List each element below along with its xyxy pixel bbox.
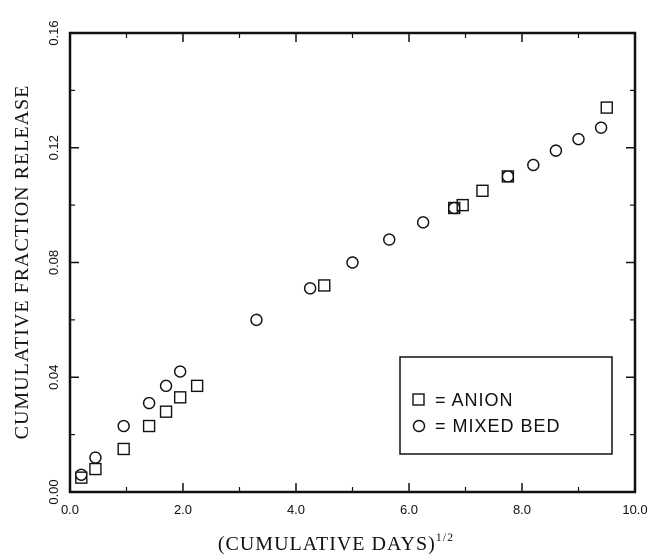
x-tick-label: 10.0 [622,502,647,517]
x-axis-tick-labels: 0.0 2.0 4.0 6.0 8.0 10.0 [61,502,648,517]
mixed-bed-point [549,144,563,157]
legend-label-anion: = ANION [435,390,514,410]
mixed-bed-point [572,132,585,146]
y-axis-ticks [70,32,635,493]
anion-point [190,379,204,393]
mixed-bed-point [594,121,608,134]
mixed-bed-point [250,313,263,327]
x-axis-title-superscript: 1/2 [436,530,454,544]
mixed-bed-point [159,379,173,393]
mixed-bed-point [303,282,317,295]
anion-point [117,442,130,456]
mixed-bed-point [89,451,102,464]
y-tick-label: 0.00 [46,479,61,504]
anion-point [75,471,88,484]
x-tick-label: 4.0 [287,502,305,517]
y-tick-label: 0.12 [46,135,61,160]
y-axis-title: CUMULATIVE FRACTION RELEASE [11,85,33,440]
anion-point [318,279,331,292]
legend-label-mixed-bed: = MIXED BED [435,416,561,436]
x-tick-label: 6.0 [400,502,418,517]
mixed-bed-point [173,365,187,378]
y-tick-label: 0.04 [46,365,61,390]
y-tick-label: 0.16 [46,20,61,45]
mixed-bed-point [416,216,430,229]
legend-circle-marker [412,419,426,433]
x-axis-title: (CUMULATIVE DAYS)1/2 [218,530,454,554]
mixed-bed-point [117,419,130,433]
legend-box [399,356,613,455]
legend-square-marker [412,393,425,406]
x-tick-label: 8.0 [513,502,531,517]
mixed-bed-point [501,170,515,183]
mixed-bed-point [383,233,396,246]
mixed-bed-point [527,158,540,172]
x-axis-ticks [69,33,636,492]
anion-point [456,198,469,212]
anion-point [600,101,613,114]
y-axis-tick-labels: 0.00 0.04 0.08 0.12 0.16 [46,20,61,504]
mixed-bed-point [142,396,156,410]
anion-point [476,184,489,197]
anion-point [142,419,156,433]
mixed-bed-point [346,256,359,269]
legend: = ANION = MIXED BED [399,356,613,455]
anion-point [159,405,173,418]
anion-point [173,391,187,404]
mixed-bed-point [448,201,461,215]
mixed-bed-point [75,468,88,481]
anion-point [89,462,102,476]
series-mixed-bed [75,121,608,481]
x-tick-label: 2.0 [174,502,192,517]
y-tick-label: 0.08 [46,250,61,275]
x-tick-label: 0.0 [61,502,79,517]
